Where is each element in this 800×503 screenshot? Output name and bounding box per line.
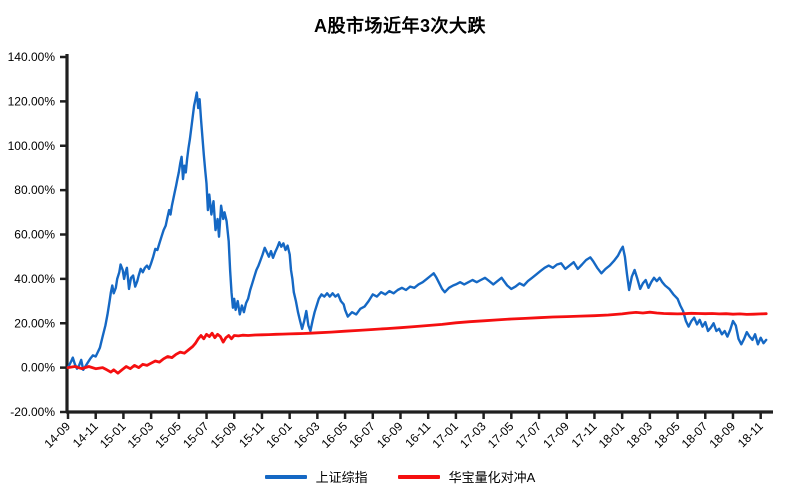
svg-text:16-07: 16-07 <box>346 419 378 451</box>
svg-text:17-01: 17-01 <box>429 419 461 451</box>
svg-text:18-07: 18-07 <box>679 419 711 451</box>
svg-text:15-11: 15-11 <box>236 419 267 450</box>
svg-text:40.00%: 40.00% <box>14 272 55 286</box>
svg-text:16-03: 16-03 <box>291 419 323 451</box>
svg-text:120.00%: 120.00% <box>8 94 56 108</box>
svg-text:17-07: 17-07 <box>513 419 545 451</box>
svg-text:18-11: 18-11 <box>735 419 766 450</box>
svg-text:15-03: 15-03 <box>125 419 157 451</box>
svg-text:16-09: 16-09 <box>374 419 406 451</box>
svg-text:17-03: 17-03 <box>457 419 489 451</box>
svg-text:100.00%: 100.00% <box>8 139 56 153</box>
svg-text:16-01: 16-01 <box>263 419 295 451</box>
svg-text:14-09: 14-09 <box>42 419 74 451</box>
legend-item-hedge: 华宝量化对冲A <box>397 467 536 486</box>
svg-text:17-05: 17-05 <box>485 419 517 451</box>
svg-text:16-05: 16-05 <box>319 419 351 451</box>
svg-text:60.00%: 60.00% <box>14 228 55 242</box>
svg-text:15-05: 15-05 <box>152 419 184 451</box>
svg-text:80.00%: 80.00% <box>14 183 55 197</box>
legend-swatch-hedge <box>397 474 440 479</box>
svg-text:18-05: 18-05 <box>651 419 683 451</box>
legend-item-sse: 上证综指 <box>264 467 368 486</box>
svg-text:0.00%: 0.00% <box>21 361 55 375</box>
legend-label-hedge: 华宝量化对冲A <box>448 470 536 485</box>
svg-text:-20.00%: -20.00% <box>10 405 55 419</box>
svg-text:17-11: 17-11 <box>569 419 600 450</box>
svg-text:16-11: 16-11 <box>402 419 433 450</box>
chart-title: A股市场近年3次大跌 <box>313 16 486 36</box>
chart-legend: 上证综指 华宝量化对冲A <box>0 467 800 486</box>
legend-swatch-sse <box>264 474 307 479</box>
svg-text:15-09: 15-09 <box>208 419 240 451</box>
svg-text:14-11: 14-11 <box>70 419 101 450</box>
svg-text:18-01: 18-01 <box>596 419 628 451</box>
svg-text:18-03: 18-03 <box>623 419 655 451</box>
svg-text:15-01: 15-01 <box>97 419 129 451</box>
svg-text:20.00%: 20.00% <box>14 316 55 330</box>
svg-text:140.00%: 140.00% <box>8 50 56 64</box>
legend-label-sse: 上证综指 <box>315 470 368 485</box>
svg-text:18-09: 18-09 <box>706 419 738 451</box>
svg-text:17-09: 17-09 <box>540 419 572 451</box>
svg-text:15-07: 15-07 <box>180 419 212 451</box>
